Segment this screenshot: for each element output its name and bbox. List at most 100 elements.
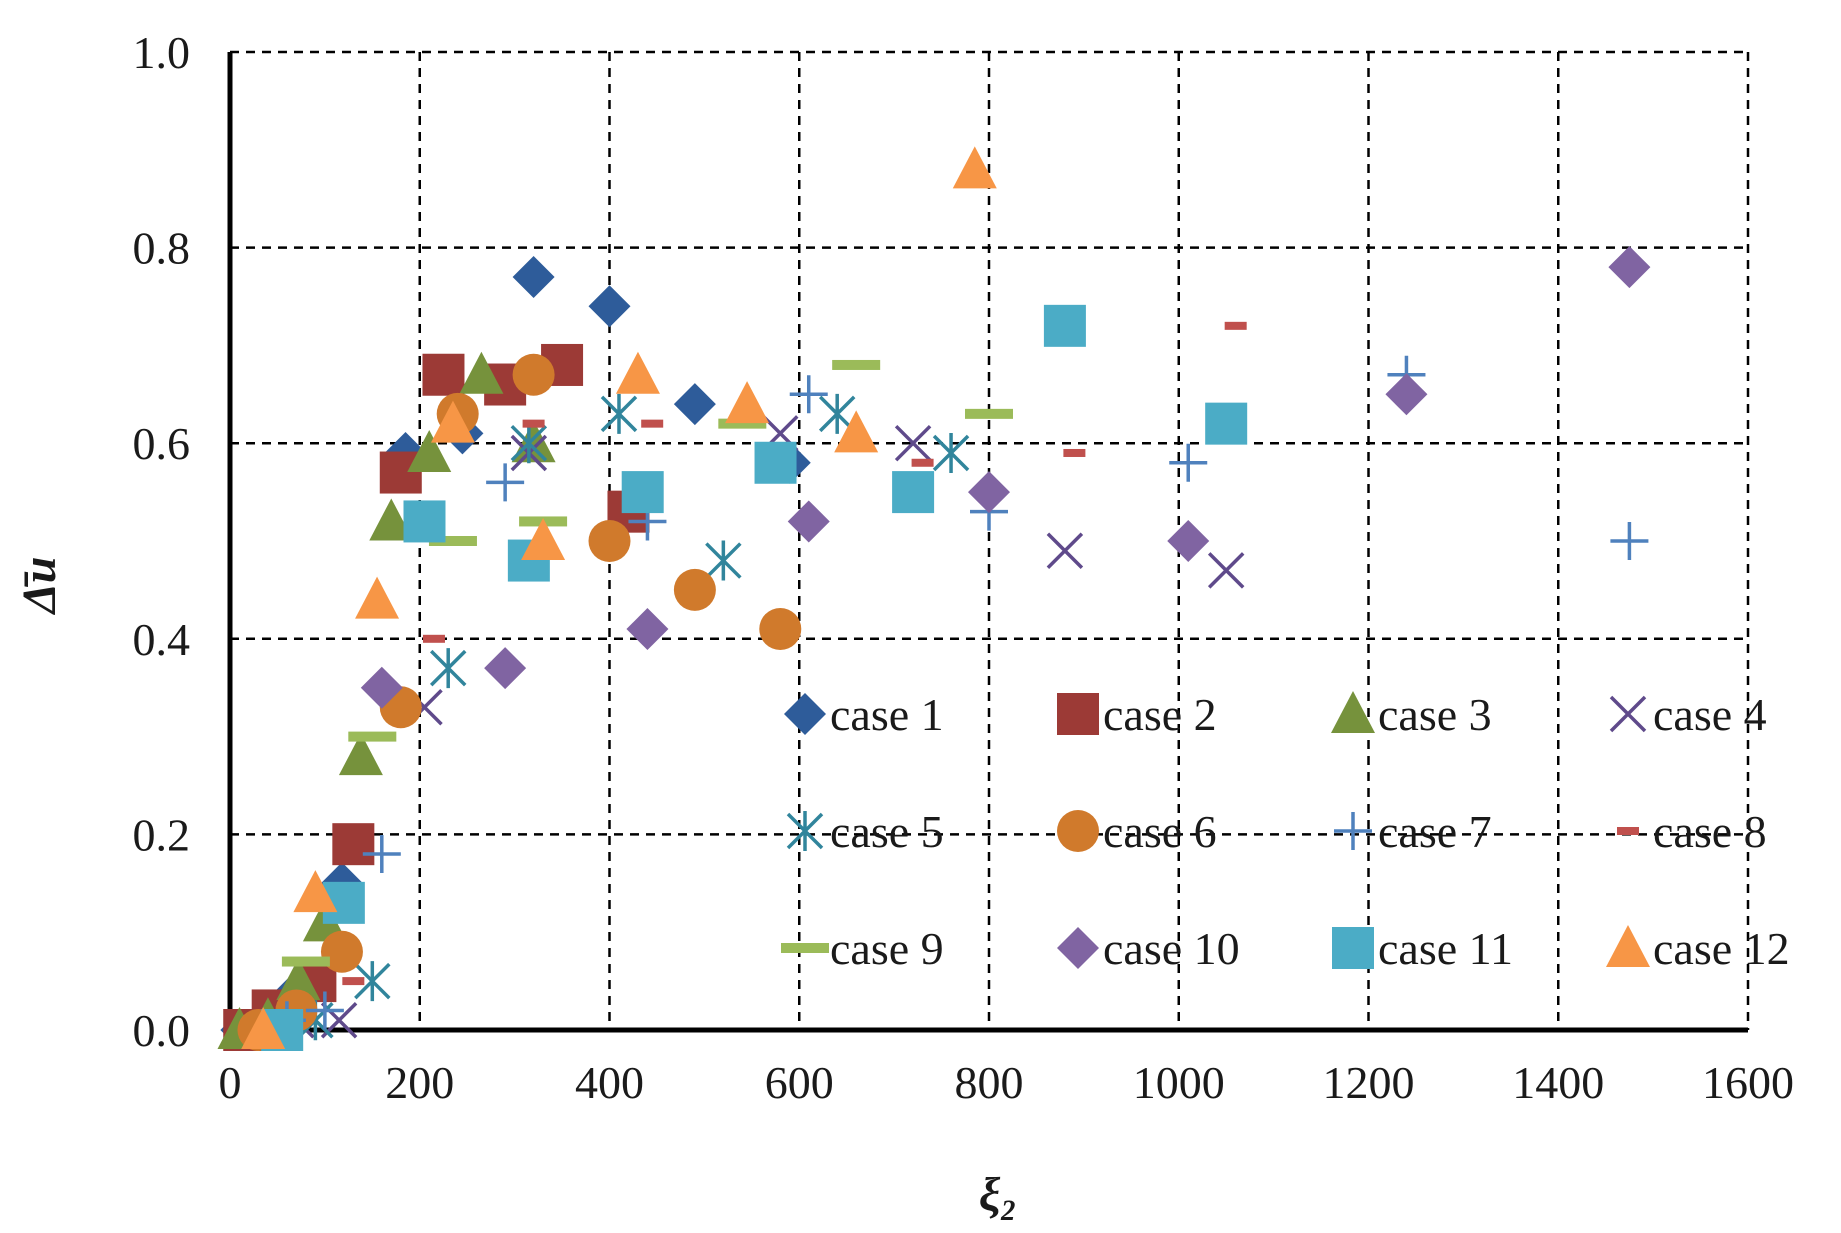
data-point (1046, 532, 1084, 570)
data-point (348, 731, 397, 742)
data-point (787, 500, 830, 543)
legend-label: case 1 (830, 689, 944, 740)
legend-marker (1332, 927, 1374, 969)
legend-marker (1609, 695, 1647, 733)
data-point (759, 608, 802, 651)
axes (227, 52, 1748, 1033)
data-point (521, 518, 566, 560)
legend-item: case 1 (784, 689, 944, 740)
data-point (510, 423, 548, 464)
data-point (894, 424, 932, 462)
data-point (626, 608, 669, 651)
x-tick-label: 1400 (1512, 1057, 1604, 1108)
data-point (403, 500, 446, 543)
data-point (354, 961, 391, 1002)
legend-label: case 2 (1103, 689, 1217, 740)
y-axis-title: Δ̄u (13, 557, 66, 616)
legend-marker (1334, 812, 1372, 850)
series-5 (297, 393, 970, 1041)
data-point (588, 285, 631, 328)
data-point (725, 381, 770, 424)
data-point (1205, 402, 1248, 445)
legend: case 1 case 2 case 3 case 4 case 5 case 6 case… (781, 689, 1790, 974)
legend-item: case 3 (1331, 689, 1492, 740)
y-tick-label: 0.4 (133, 614, 191, 665)
data-point (718, 418, 767, 429)
data-point (422, 634, 445, 643)
data-point (1608, 246, 1651, 289)
x-tick-label: 0 (219, 1057, 242, 1108)
y-tick-label: 0.6 (133, 418, 191, 469)
data-point (486, 463, 525, 502)
legend-label: case 9 (830, 923, 944, 974)
data-point (1063, 448, 1086, 457)
data-point (754, 441, 797, 484)
data-point (834, 410, 879, 453)
data-point (355, 576, 400, 619)
data-point (832, 359, 881, 370)
data-point (320, 930, 363, 973)
series-12 (241, 146, 997, 1049)
data-point (428, 536, 477, 546)
y-tick-label: 0.2 (133, 809, 191, 860)
legend-label: case 10 (1103, 923, 1240, 974)
legend-marker (784, 693, 826, 735)
data-point (952, 146, 997, 189)
data-point (968, 471, 1010, 514)
legend-label: case 6 (1103, 806, 1217, 857)
data-point (522, 419, 545, 428)
legend-marker (781, 943, 829, 953)
data-point (332, 823, 375, 866)
data-point (360, 666, 403, 709)
data-point (1207, 552, 1245, 589)
data-point (422, 353, 465, 396)
data-point (965, 408, 1013, 419)
data-point (892, 471, 935, 514)
legend-item: case 2 (1057, 689, 1217, 740)
data-point (512, 255, 555, 298)
data-point (1385, 373, 1428, 416)
legend-marker (1057, 927, 1099, 969)
x-tick-label: 1000 (1133, 1057, 1225, 1108)
legend-label: case 4 (1653, 689, 1767, 740)
legend-item: case 7 (1334, 806, 1492, 857)
data-point (932, 432, 970, 473)
y-tick-label: 0.8 (133, 223, 191, 274)
data-point (1224, 321, 1247, 330)
data-point (293, 870, 338, 913)
data-point (342, 977, 365, 986)
data-point (305, 991, 344, 1030)
x-tick-label: 1600 (1702, 1057, 1794, 1108)
legend-item: case 4 (1609, 689, 1767, 740)
data-point (621, 471, 664, 514)
legend-item: case 9 (781, 923, 944, 974)
x-tick-label: 1200 (1323, 1057, 1415, 1108)
legend-label: case 11 (1378, 923, 1513, 974)
legend-marker (1331, 691, 1375, 733)
series-10 (360, 246, 1651, 709)
data-point (281, 956, 330, 967)
data-point (484, 647, 527, 690)
legend-marker (1606, 925, 1650, 967)
data-point (459, 351, 504, 394)
legend-item: case 8 (1617, 806, 1767, 857)
data-point (641, 419, 664, 428)
data-points (217, 146, 1651, 1051)
x-tick-label: 400 (575, 1057, 644, 1108)
data-point (1169, 443, 1208, 482)
data-point (1043, 304, 1086, 347)
data-point (588, 520, 631, 562)
series-8 (342, 321, 1247, 986)
legend-marker (1617, 827, 1639, 835)
data-point (430, 400, 475, 443)
y-tick-label: 0.0 (133, 1005, 191, 1056)
legend-label: case 8 (1653, 806, 1767, 857)
legend-label: case 5 (830, 806, 944, 857)
legend-label: case 3 (1378, 689, 1492, 740)
data-point (338, 733, 383, 776)
data-point (600, 393, 638, 434)
x-tick-label: 200 (385, 1057, 454, 1108)
x-tick-label: 600 (765, 1057, 834, 1108)
data-point (241, 1007, 286, 1049)
